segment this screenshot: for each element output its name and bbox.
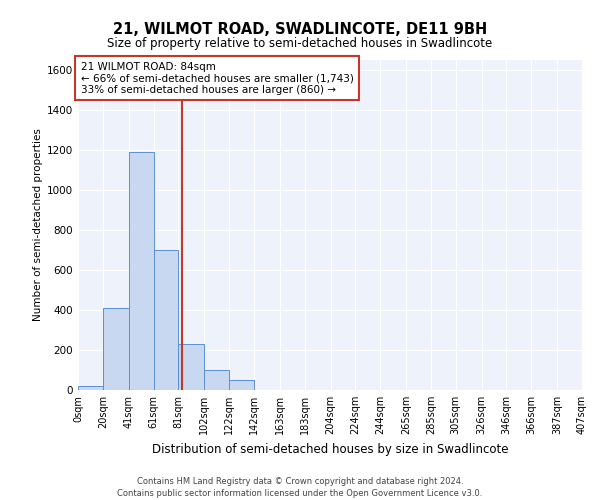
Bar bbox=[205, 370, 229, 390]
Text: 21 WILMOT ROAD: 84sqm
← 66% of semi-detached houses are smaller (1,743)
33% of s: 21 WILMOT ROAD: 84sqm ← 66% of semi-deta… bbox=[80, 62, 353, 95]
Bar bbox=[129, 152, 154, 390]
Text: Contains HM Land Registry data © Crown copyright and database right 2024.: Contains HM Land Registry data © Crown c… bbox=[137, 478, 463, 486]
Bar bbox=[103, 308, 129, 390]
Bar bbox=[78, 386, 103, 390]
Text: Contains public sector information licensed under the Open Government Licence v3: Contains public sector information licen… bbox=[118, 489, 482, 498]
X-axis label: Distribution of semi-detached houses by size in Swadlincote: Distribution of semi-detached houses by … bbox=[152, 442, 508, 456]
Y-axis label: Number of semi-detached properties: Number of semi-detached properties bbox=[33, 128, 43, 322]
Bar bbox=[178, 344, 205, 390]
Text: 21, WILMOT ROAD, SWADLINCOTE, DE11 9BH: 21, WILMOT ROAD, SWADLINCOTE, DE11 9BH bbox=[113, 22, 487, 38]
Bar bbox=[229, 380, 254, 390]
Text: Size of property relative to semi-detached houses in Swadlincote: Size of property relative to semi-detach… bbox=[107, 38, 493, 51]
Bar bbox=[154, 250, 178, 390]
